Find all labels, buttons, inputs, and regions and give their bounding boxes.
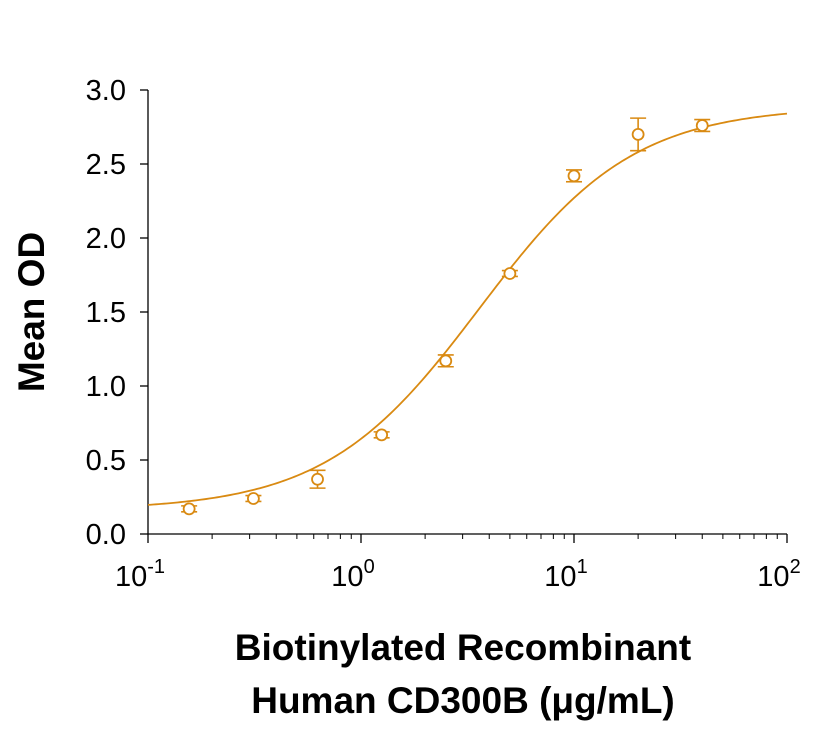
y-tick-label: 0.5 (86, 445, 126, 477)
y-tick-label: 0.0 (86, 519, 126, 551)
data-marker (631, 127, 645, 141)
data-point-4 (437, 354, 454, 368)
data-point-7 (630, 117, 647, 152)
x-tick-label: 100 (331, 556, 374, 593)
x-tick-label: 101 (544, 556, 587, 593)
data-point-6 (566, 169, 582, 183)
data-marker (439, 354, 453, 368)
x-axis-title-line-1: Biotinylated Recombinant (235, 627, 691, 668)
tick-labels: 0.0 0.5 1.0 1.5 2.0 2.5 3.0 10-1 100 101 102 (86, 75, 801, 593)
y-tick-label: 1.5 (86, 297, 126, 329)
data-marker (503, 267, 517, 280)
data-point-8 (694, 118, 711, 133)
y-tick-label: 1.0 (86, 371, 126, 403)
data-marker (375, 428, 389, 442)
data-marker (182, 502, 196, 516)
data-point-1 (245, 492, 262, 505)
data-marker (311, 472, 324, 486)
x-axis-title-line-2: Human CD300B (μg/mL) (251, 680, 675, 721)
y-axis-title: Mean OD (11, 232, 52, 392)
y-tick-label: 2.5 (86, 149, 126, 181)
y-tick-label: 2.0 (86, 223, 126, 255)
data-point-0 (181, 502, 198, 516)
x-tick-label: 102 (757, 556, 800, 593)
data-marker (567, 169, 581, 183)
tick-marks (140, 89, 788, 543)
data-marker (247, 492, 260, 505)
y-tick-label: 3.0 (86, 75, 126, 107)
data-point-2 (309, 469, 326, 489)
fit-curve-line (147, 112, 788, 506)
data-marker (695, 119, 709, 132)
fit-curve-layer (147, 112, 788, 506)
x-tick-label: 10-1 (115, 556, 165, 593)
axes (147, 90, 787, 535)
data-points (181, 117, 711, 516)
data-point-5 (501, 267, 518, 280)
data-point-3 (373, 428, 390, 442)
